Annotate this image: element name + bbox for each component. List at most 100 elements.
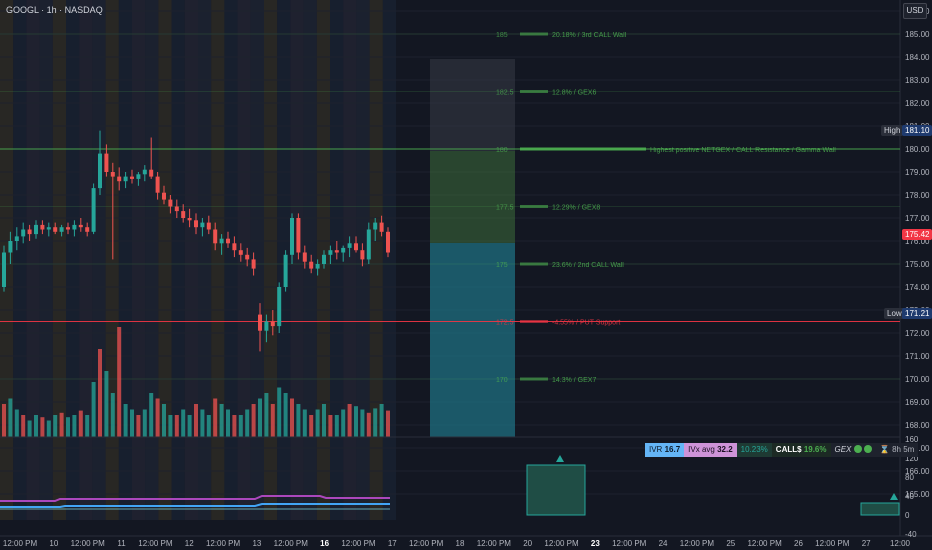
osc-tick-label: 80: [905, 473, 914, 482]
candle-body: [379, 222, 384, 232]
session-band: [198, 0, 212, 520]
candle-body: [78, 224, 83, 228]
change-badge: 10.23%: [736, 443, 772, 457]
candle-body: [194, 220, 198, 228]
time-tick-label: 12:00 PM: [747, 539, 782, 548]
candle-body: [34, 224, 38, 235]
volume-bar: [360, 409, 365, 437]
volume-bar: [386, 410, 390, 437]
time-tick-label: 25: [726, 539, 735, 548]
time-tick-label: 12:00 PM: [71, 539, 106, 548]
candle-body: [200, 222, 205, 228]
volume-bar: [309, 415, 314, 437]
calls-badge: CALL$ 19.6%: [771, 443, 831, 457]
candle-body: [66, 227, 70, 230]
candle-body: [21, 229, 26, 237]
level-text: 12.29% / GEX8: [552, 205, 600, 212]
osc-tick-label: 160: [905, 435, 919, 444]
volume-bar: [226, 409, 230, 437]
candle-body: [117, 176, 122, 182]
session-band: [330, 0, 344, 520]
osc-tick-label: 40: [905, 492, 914, 501]
candle-body: [251, 259, 256, 269]
volume-bar: [46, 420, 51, 437]
volume-bar: [149, 393, 154, 437]
osc-line-blue: [0, 503, 390, 508]
candle-body: [130, 176, 134, 179]
volume-bar: [347, 404, 352, 437]
osc-box-1: [526, 464, 586, 516]
gex-dot-2-icon: [863, 445, 872, 453]
volume-bar: [251, 404, 256, 437]
symbol-title[interactable]: GOOGL · 1h · NASDAQ: [6, 5, 103, 15]
currency-button[interactable]: USD: [903, 3, 927, 19]
candle-body: [110, 172, 115, 177]
candle-body: [40, 224, 45, 230]
volume-bar: [373, 408, 378, 437]
volume-bar: [270, 404, 275, 437]
volume-bar: [232, 415, 237, 437]
low-value: 171.21: [902, 308, 932, 319]
session-band: [26, 0, 40, 520]
price-tick-label: 174.00: [905, 283, 930, 292]
price-tick-label: 169.00: [905, 398, 930, 407]
gex-badge: GEX: [830, 443, 876, 457]
candle-body: [386, 231, 390, 253]
volume-bar: [219, 404, 224, 437]
level-price-label: 172.5: [496, 320, 514, 327]
gex-dot-1-icon: [853, 445, 862, 453]
level-price-label: 180: [496, 147, 508, 154]
price-tick-label: 176.00: [905, 237, 930, 246]
volume-bar: [104, 371, 109, 437]
gex-status-bar: IVR 16.7 IVx avg 32.2 10.23% CALL$ 19.6%…: [645, 443, 919, 457]
price-tick-label: 168.00: [905, 421, 930, 430]
candle-body: [181, 211, 186, 218]
candle-body: [91, 188, 96, 232]
volume-bar: [66, 417, 70, 437]
low-label: Low: [884, 308, 905, 319]
session-band: [356, 0, 370, 520]
current-price: 175.42: [902, 229, 932, 240]
price-tick-label: 183.00: [905, 76, 930, 85]
candle-body: [360, 250, 365, 260]
time-tick-label: 12:00 PM: [815, 539, 850, 548]
level-text: Highest positive NETGEX / CALL Resistanc…: [650, 147, 836, 154]
level-text: -4.55% / PUT Support: [552, 320, 620, 327]
osc-tick-label: 0: [905, 511, 910, 520]
volume-bar: [72, 415, 77, 437]
session-band: [0, 0, 14, 520]
time-tick-label: 26: [794, 539, 803, 548]
time-tick-label: 24: [659, 539, 668, 548]
session-band: [290, 0, 304, 520]
candle-body: [98, 153, 102, 189]
candlesticks: [2, 130, 390, 352]
time-axis[interactable]: 12:00 PM 10 12:00 PM 11 12:00 PM 12 12:00 PM 13…: [3, 539, 911, 548]
session-band: [382, 0, 396, 520]
volume-bar: [238, 415, 243, 437]
oscillator-axis: 160 120 80 40 0 -40: [905, 435, 919, 539]
candle-body: [219, 238, 224, 244]
time-tick-label: 16: [320, 539, 329, 548]
time-tick-label: 11: [117, 539, 126, 548]
session-band: [39, 0, 53, 520]
volume-bar: [162, 404, 166, 437]
candle-body: [206, 222, 211, 230]
calls-label: CALL$: [775, 445, 802, 454]
osc-tick-label: 120: [905, 454, 919, 463]
time-tick-label: 12:00 PM: [680, 539, 715, 548]
volume-bar: [277, 387, 282, 437]
volume-bar: [245, 409, 250, 437]
ivx-badge: IVx avg 32.2: [684, 443, 737, 457]
candle-body: [155, 176, 160, 193]
volume-bar: [206, 415, 211, 437]
candle-body: [258, 314, 262, 331]
session-band: [105, 0, 119, 520]
ivx-value: 32.2: [717, 445, 733, 454]
candle-body: [366, 229, 371, 260]
candle-body: [72, 224, 77, 230]
volume-bar: [78, 410, 83, 437]
candle-body: [238, 250, 243, 255]
price-axis[interactable]: 186.00185.00184.00183.00182.00181.00180.…: [905, 7, 930, 499]
price-tick-label: 172.00: [905, 329, 930, 338]
